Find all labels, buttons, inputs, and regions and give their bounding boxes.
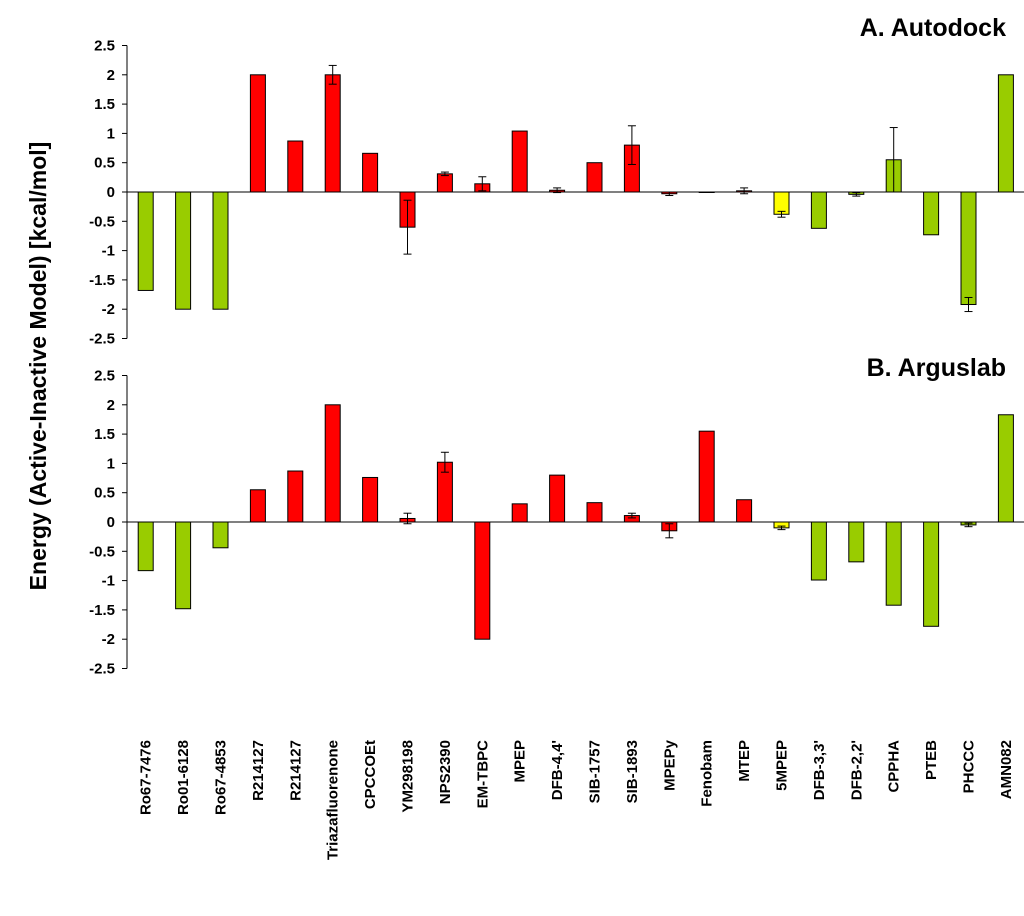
category-label: MTEP <box>736 740 753 782</box>
panel-title-autodock: A. Autodock <box>860 14 1006 42</box>
bar-arguslab-1 <box>175 521 192 610</box>
bar-autodock-10 <box>511 130 528 193</box>
category-label: PTEB <box>923 740 940 780</box>
y-tick-label: 2 <box>107 397 115 414</box>
y-tick-label: 1.5 <box>94 96 115 113</box>
bar-arguslab-15 <box>698 430 715 523</box>
bar-arguslab-3 <box>249 489 266 523</box>
bar-autodock-8 <box>436 173 453 193</box>
bar-autodock-5 <box>324 74 341 193</box>
category-label: Fenobam <box>699 740 716 807</box>
category-label: 5MPEP <box>774 740 791 791</box>
bar-autodock-0 <box>137 191 154 291</box>
y-tick-label: -0.5 <box>89 543 115 560</box>
bar-arguslab-19 <box>848 521 865 563</box>
y-tick-label: 1.5 <box>94 426 115 443</box>
y-axis-label: Energy (Active-Inactive Model) [kcal/mol… <box>25 142 51 591</box>
y-tick-label: -1.5 <box>89 272 115 289</box>
bar-arguslab-0 <box>137 521 154 572</box>
bar-arguslab-6 <box>362 476 379 523</box>
bar-arguslab-12 <box>586 502 603 523</box>
category-label: Ro67-4853 <box>213 740 230 815</box>
category-label: NPS2390 <box>437 740 454 804</box>
bar-arguslab-5 <box>324 404 341 523</box>
category-label: AMN082 <box>998 740 1015 799</box>
y-tick-label: -1.5 <box>89 602 115 619</box>
y-tick-label: 2.5 <box>94 38 115 55</box>
bar-arguslab-9 <box>474 521 491 640</box>
category-label: CPCCOEt <box>362 740 379 809</box>
category-label: Ro01-6128 <box>175 740 192 815</box>
panel-autodock: A. Autodock -2.5 -2 -1.5 -1 -0.5 0 0.5 1 1.5 2 2.5 <box>89 14 1024 348</box>
y-tick-label: -0.5 <box>89 213 115 230</box>
category-label: YM298198 <box>400 740 417 813</box>
bar-arguslab-11 <box>549 474 566 523</box>
y-tick-label: 0.5 <box>94 155 115 172</box>
bar-autodock-6 <box>362 152 379 193</box>
bar-autodock-3 <box>249 74 266 193</box>
y-tick-label: 0 <box>107 184 115 201</box>
category-label: EM-TBPC <box>474 740 491 808</box>
panel-arguslab: B. Arguslab -2.5 -2 -1.5 -1 -0.5 0 0.5 1 1.5 2 2.5 <box>89 354 1024 678</box>
y-tick-label: -2 <box>102 301 115 318</box>
y-tick-label: -2.5 <box>89 331 115 348</box>
bar-arguslab-20 <box>885 521 902 606</box>
category-label: CPPHA <box>886 740 903 793</box>
category-label: R214127 <box>287 740 304 801</box>
category-label: Ro67-7476 <box>138 740 155 815</box>
bar-autodock-1 <box>175 191 192 310</box>
category-label: DFB-3,3' <box>811 740 828 800</box>
bar-arguslab-18 <box>810 521 827 581</box>
bar-autodock-23 <box>997 74 1014 193</box>
bar-arguslab-2 <box>212 521 229 549</box>
category-labels: Ro67-7476 Ro01-6128 Ro67-4853 R214127 R21412… <box>138 739 1015 860</box>
y-tick-label: 2 <box>107 67 115 84</box>
y-tick-label: -2 <box>102 631 115 648</box>
y-tick-label: 1 <box>107 455 115 472</box>
category-label: SIB-1757 <box>587 740 604 803</box>
bar-autodock-22 <box>960 191 977 306</box>
y-tick-label: -1 <box>102 243 115 260</box>
bar-autodock-18 <box>810 191 827 229</box>
y-tick-label: 1 <box>107 125 115 142</box>
bar-arguslab-10 <box>511 503 528 523</box>
panel-title-arguslab: B. Arguslab <box>867 354 1006 382</box>
bar-arguslab-16 <box>736 499 753 523</box>
y-tick-label: 2.5 <box>94 368 115 385</box>
category-label: PHCCC <box>961 740 978 794</box>
category-label: MPEPy <box>661 739 678 791</box>
bar-arguslab-23 <box>997 414 1014 523</box>
y-tick-label: 0 <box>107 514 115 531</box>
bar-arguslab-21 <box>923 521 940 627</box>
bar-autodock-4 <box>287 140 304 193</box>
y-tick-label: 0.5 <box>94 485 115 502</box>
bar-autodock-2 <box>212 191 229 310</box>
category-label: DFB-2,2' <box>848 740 865 800</box>
category-label: MPEP <box>512 740 529 783</box>
bar-arguslab-4 <box>287 470 304 523</box>
category-label: DFB-4,4' <box>549 740 566 800</box>
y-tick-label: -2.5 <box>89 661 115 678</box>
category-label: SIB-1893 <box>624 740 641 803</box>
bar-autodock-12 <box>586 162 603 193</box>
y-tick-label: -1 <box>102 573 115 590</box>
category-label: Triazafluorenone <box>325 740 342 860</box>
bar-autodock-21 <box>923 191 940 236</box>
category-label: R214127 <box>250 740 267 801</box>
